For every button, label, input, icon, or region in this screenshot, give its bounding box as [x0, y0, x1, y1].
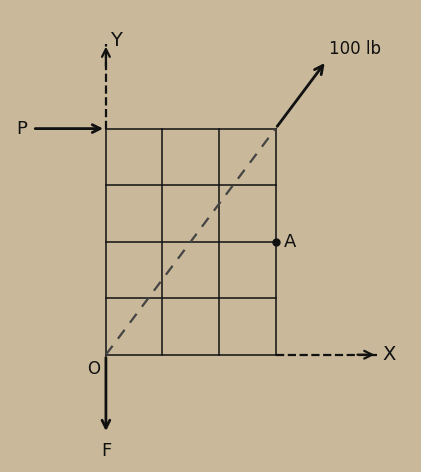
Text: A: A — [284, 233, 296, 251]
Text: 100 lb: 100 lb — [329, 40, 381, 58]
Text: O: O — [87, 360, 100, 379]
Text: Y: Y — [110, 32, 123, 51]
Text: P: P — [16, 119, 27, 138]
Text: F: F — [101, 442, 111, 460]
Text: X: X — [383, 345, 396, 364]
